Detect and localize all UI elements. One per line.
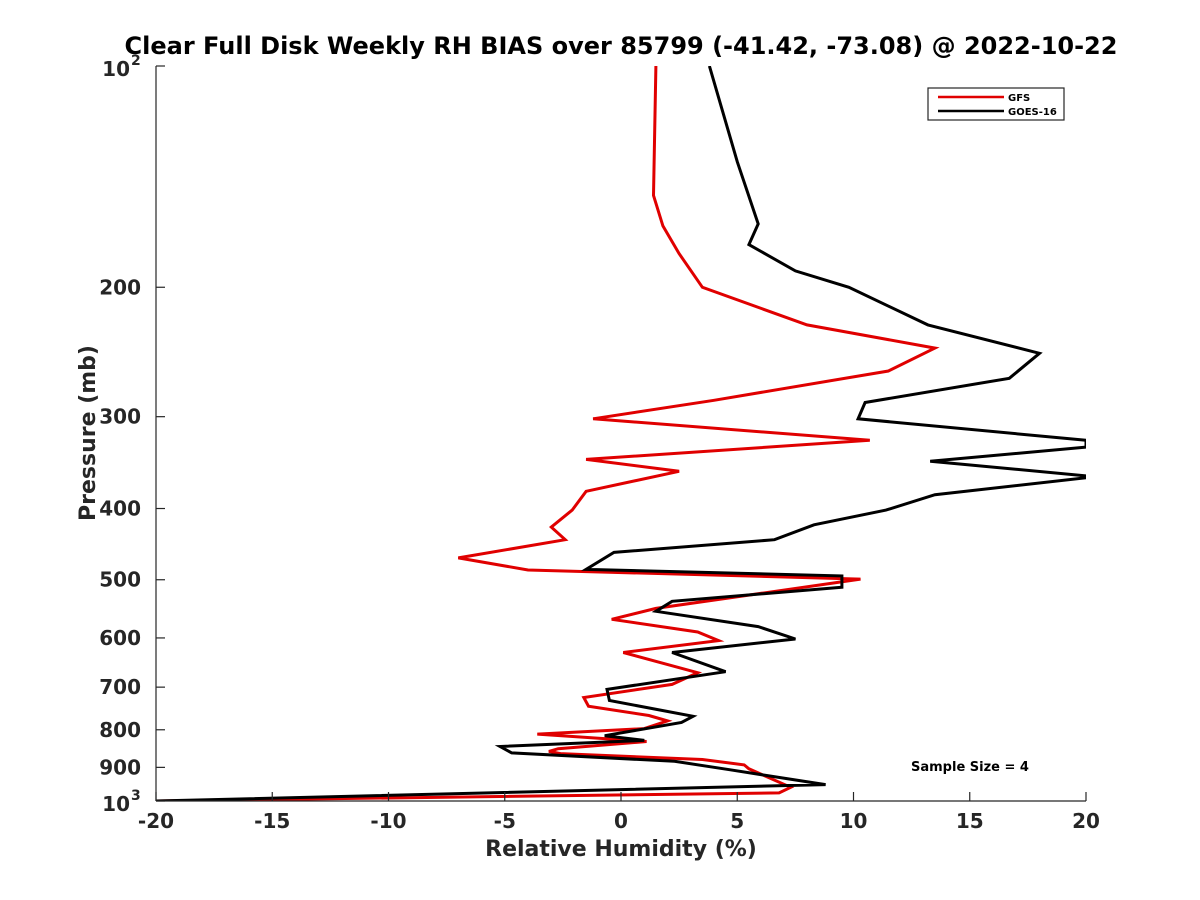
chart-title: Clear Full Disk Weekly RH BIAS over 8579…	[125, 32, 1118, 60]
x-tick-label: 10	[840, 809, 868, 833]
x-tick-label: -15	[254, 809, 290, 833]
plot-area: -20 -15 -10 -5 0 5 10 15 20 10 220030040050060070…	[99, 53, 1100, 833]
plot-background	[156, 66, 1086, 801]
x-tick-label: -10	[370, 809, 406, 833]
y-tick-label: 500	[99, 568, 141, 592]
series-layer	[156, 66, 1086, 801]
legend-label-gfs: GFS	[1008, 93, 1030, 104]
x-tick-label: -20	[138, 809, 174, 833]
y-tick-exponent: 2	[131, 53, 141, 69]
y-tick-exponent: 3	[131, 788, 141, 804]
y-tick-label: 900	[99, 755, 141, 779]
y-tick-label: 300	[99, 405, 141, 429]
series-line-gfs	[156, 66, 940, 801]
y-tick-label: 400	[99, 497, 141, 521]
y-tick-label: 800	[99, 718, 141, 742]
x-tick-label: -5	[494, 809, 516, 833]
legend-label-goes16: GOES-16	[1008, 107, 1057, 118]
x-tick-label: 5	[730, 809, 744, 833]
x-tick-label: 0	[614, 809, 628, 833]
x-ticks: -20 -15 -10 -5 0 5 10 15 20	[138, 792, 1100, 833]
y-tick-label: 700	[99, 675, 141, 699]
legend-box	[927, 87, 1065, 121]
series-line-goes16	[156, 66, 1086, 801]
y-tick-label: 10	[102, 792, 130, 816]
y-tick-label: 200	[99, 275, 141, 299]
x-tick-label: 15	[956, 809, 984, 833]
sample-size-annotation: Sample Size = 4	[911, 760, 1029, 775]
x-tick-label: 20	[1072, 809, 1100, 833]
legend: GFS GOES-16	[927, 87, 1065, 121]
x-axis-label: Relative Humidity (%)	[485, 837, 757, 862]
y-tick-label: 600	[99, 626, 141, 650]
y-tick-label: 10	[102, 57, 130, 81]
y-axis-label: Pressure (mb)	[76, 345, 101, 521]
